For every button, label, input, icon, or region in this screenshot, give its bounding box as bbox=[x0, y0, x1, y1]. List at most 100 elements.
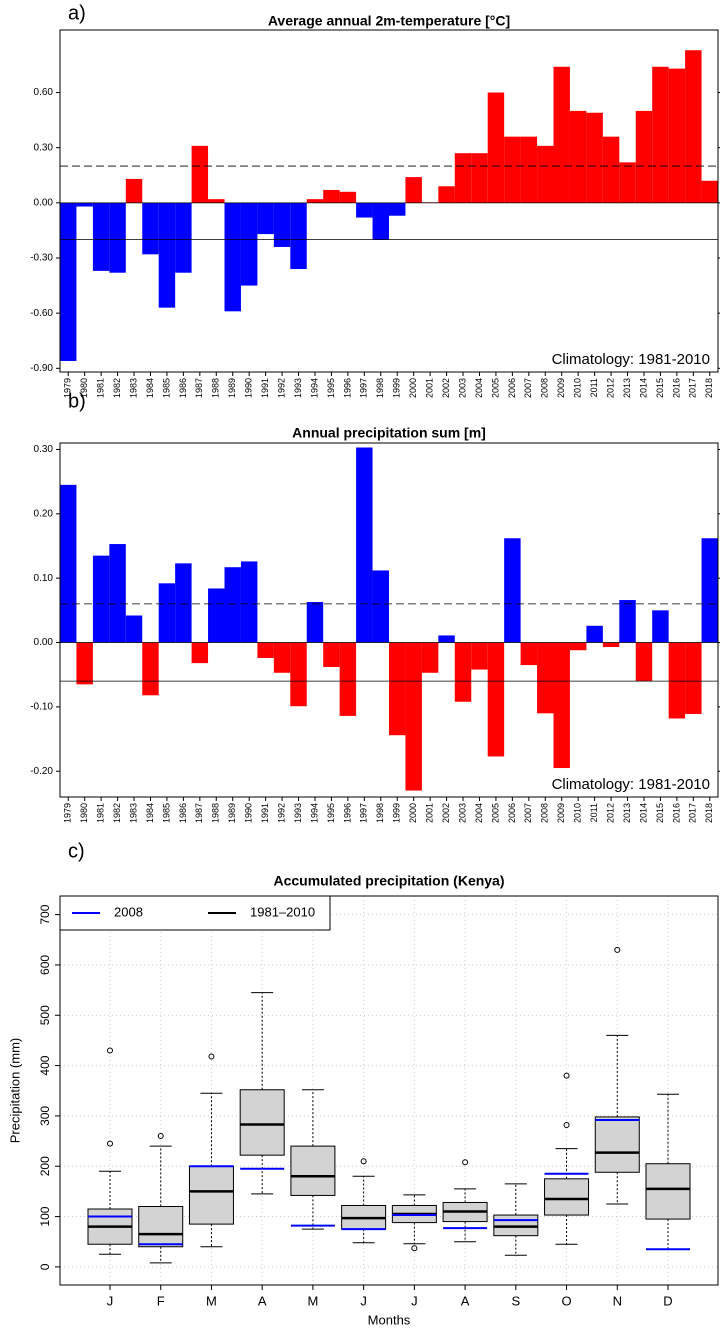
bar bbox=[553, 66, 570, 203]
y-tick-label: 0 bbox=[38, 1263, 52, 1270]
bar bbox=[257, 642, 274, 658]
x-tick-label: 2008 bbox=[540, 803, 550, 823]
x-tick-label: 2016 bbox=[671, 803, 681, 823]
x-tick-label: 2016 bbox=[671, 378, 681, 398]
x-tick-label: 1981 bbox=[96, 803, 106, 823]
x-tick-label: 2018 bbox=[704, 803, 714, 823]
bar bbox=[569, 642, 587, 651]
bar bbox=[569, 110, 587, 203]
bar bbox=[240, 202, 258, 286]
bar bbox=[438, 635, 455, 643]
x-tick-label: A bbox=[258, 1293, 267, 1308]
legend-label: 1981–2010 bbox=[250, 904, 315, 919]
x-tick-label: 2014 bbox=[638, 803, 648, 823]
x-tick-label: 1992 bbox=[276, 803, 286, 823]
outlier bbox=[360, 1158, 367, 1165]
x-tick-label: 1998 bbox=[375, 378, 385, 398]
plot-frame bbox=[59, 29, 719, 373]
x-tick-label: 1994 bbox=[309, 803, 319, 823]
bar bbox=[504, 136, 521, 203]
x-tick-label: 1984 bbox=[145, 378, 155, 398]
box bbox=[188, 1165, 234, 1225]
x-tick-label: 1986 bbox=[178, 803, 188, 823]
x-tick-label: J bbox=[411, 1293, 418, 1308]
bar bbox=[668, 68, 686, 203]
bar bbox=[339, 191, 357, 203]
y-tick-label: 500 bbox=[38, 1005, 52, 1025]
annotation: Climatology: 1981-2010 bbox=[552, 776, 710, 793]
bar bbox=[60, 202, 77, 361]
panel-label: c) bbox=[68, 840, 85, 862]
outlier bbox=[462, 1159, 469, 1166]
bar bbox=[109, 544, 126, 643]
x-tick-label: 1988 bbox=[211, 378, 221, 398]
x-tick-label: 2005 bbox=[490, 803, 500, 823]
x-tick-label: 2006 bbox=[507, 378, 517, 398]
x-tick-label: 2011 bbox=[589, 803, 599, 822]
x-tick-label: 1994 bbox=[309, 378, 319, 398]
x-tick-label: 2004 bbox=[474, 378, 484, 398]
box bbox=[138, 1205, 184, 1248]
bar bbox=[602, 642, 620, 648]
bar bbox=[520, 642, 538, 666]
bar bbox=[389, 642, 406, 736]
bar bbox=[76, 642, 93, 685]
x-tick-label: 2008 bbox=[540, 378, 550, 398]
x-tick-label: 1990 bbox=[244, 803, 254, 823]
x-tick-label: 2000 bbox=[408, 378, 418, 398]
bar bbox=[635, 642, 653, 682]
x-tick-label: 1996 bbox=[342, 378, 352, 398]
bar bbox=[175, 202, 192, 273]
bar bbox=[142, 202, 159, 255]
y-tick-label: 700 bbox=[38, 904, 52, 924]
x-tick-label: S bbox=[511, 1293, 520, 1308]
bar bbox=[273, 202, 291, 247]
bar bbox=[372, 570, 389, 643]
x-tick-label: 1986 bbox=[178, 378, 188, 398]
bar bbox=[487, 92, 505, 203]
bar bbox=[191, 642, 209, 664]
panel-label: b) bbox=[68, 390, 86, 412]
x-tick-label: 1995 bbox=[326, 378, 336, 398]
y-tick-label: 200 bbox=[38, 1156, 52, 1176]
bar bbox=[356, 202, 373, 218]
bar bbox=[602, 136, 620, 203]
y-tick-label: 600 bbox=[38, 955, 52, 975]
x-tick-label: D bbox=[663, 1293, 672, 1308]
x-tick-label: J bbox=[360, 1293, 367, 1308]
plot-frame bbox=[59, 895, 719, 1286]
bar bbox=[405, 177, 422, 203]
x-tick-label: M bbox=[307, 1293, 318, 1308]
bar bbox=[619, 600, 636, 643]
x-tick-label: 2004 bbox=[474, 803, 484, 823]
x-tick-label: 2007 bbox=[523, 378, 533, 398]
outlier bbox=[208, 1053, 215, 1060]
x-tick-label: 2009 bbox=[556, 803, 566, 823]
bar bbox=[487, 642, 505, 757]
chart-title: Annual precipitation sum [m] bbox=[292, 425, 486, 441]
x-tick-label: 2005 bbox=[490, 378, 500, 398]
outlier bbox=[107, 1140, 113, 1147]
x-tick-label: 2017 bbox=[688, 803, 698, 823]
outlier bbox=[411, 1245, 418, 1252]
box bbox=[239, 1089, 285, 1156]
y-tick-label: 0.20 bbox=[34, 508, 54, 519]
plot-frame bbox=[59, 442, 719, 798]
annotation: Climatology: 1981-2010 bbox=[552, 351, 710, 368]
box bbox=[290, 1145, 336, 1196]
bar bbox=[421, 642, 439, 673]
x-tick-label: 1981 bbox=[96, 378, 106, 398]
bar bbox=[290, 642, 307, 707]
x-tick-label: 1995 bbox=[326, 803, 336, 823]
bar bbox=[191, 145, 209, 203]
x-tick-label: 1985 bbox=[161, 378, 171, 398]
y-tick-label: -0.60 bbox=[30, 308, 53, 319]
y-tick-label: -0.10 bbox=[30, 702, 53, 713]
bar bbox=[619, 162, 636, 203]
box bbox=[645, 1163, 691, 1220]
box bbox=[594, 1116, 640, 1173]
y-tick-label: 100 bbox=[38, 1206, 52, 1226]
bar bbox=[142, 642, 159, 696]
x-tick-label: 2012 bbox=[605, 378, 615, 398]
